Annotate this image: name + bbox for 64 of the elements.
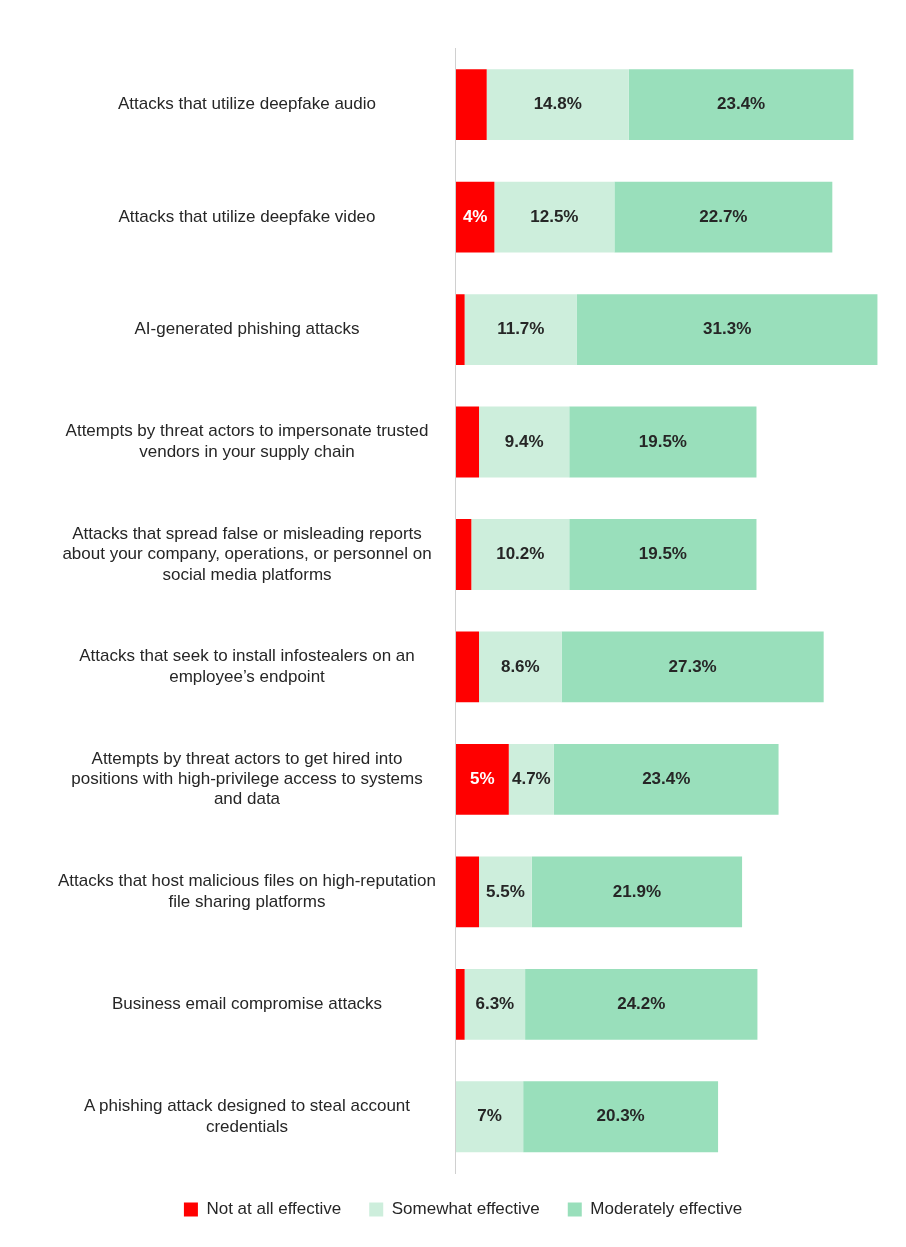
bar — [576, 294, 878, 365]
y-tick-label: Attacks that host malicious files on high-reputation file sharing platforms — [58, 871, 436, 911]
bar — [455, 856, 480, 928]
bar — [494, 181, 615, 253]
bar — [455, 1081, 524, 1153]
bar — [455, 519, 472, 590]
bar — [486, 69, 629, 141]
data-label: 8.6% — [500, 656, 540, 676]
bar — [464, 294, 577, 365]
bar — [455, 294, 465, 365]
bar — [531, 856, 743, 928]
data-label: 24.2% — [617, 994, 666, 1013]
y-tick-label: AI-generated phishing attacks — [134, 319, 360, 339]
bar — [479, 631, 562, 703]
bar — [455, 69, 487, 141]
bar — [479, 406, 570, 478]
bar — [569, 406, 757, 478]
bar — [455, 181, 495, 253]
y-tick-label: Attacks that seek to install infostealers on an employee’s endpoint — [79, 646, 415, 686]
y-tick-label: Attacks that utilize deepfake audio — [117, 94, 376, 114]
data-label: 31.3% — [703, 319, 752, 339]
y-tick-label: Business email compromise attacks — [111, 994, 383, 1013]
data-label: 5.5% — [486, 881, 525, 901]
bar — [455, 968, 465, 1040]
bar — [455, 631, 480, 703]
data-label: 5% — [470, 769, 495, 789]
bar — [508, 743, 554, 815]
data-label: 4.7% — [511, 769, 551, 789]
data-label: 27.3% — [668, 656, 717, 676]
legend-label: Somewhat effective — [391, 1199, 540, 1219]
bar — [525, 968, 758, 1040]
bar — [628, 69, 854, 141]
bar — [471, 519, 570, 590]
bar — [561, 631, 824, 703]
y-tick-label: A phishing attack designed to steal account credentials — [83, 1096, 411, 1136]
data-label: 10.2% — [496, 544, 545, 564]
data-label: 20.3% — [596, 1106, 645, 1126]
bar — [455, 406, 480, 478]
data-label: 19.5% — [638, 544, 687, 564]
bar — [569, 519, 757, 590]
data-label: 12.5% — [530, 206, 579, 226]
y-tick-label: Attacks that spread false or misleading reports about your company, operations, or personnel on social media platforms — [62, 523, 432, 584]
bar — [614, 181, 833, 253]
bar — [464, 968, 526, 1040]
legend-label: Not at all effective — [206, 1199, 342, 1219]
bar — [455, 743, 509, 815]
data-label: 19.5% — [638, 431, 687, 451]
data-label: 6.3% — [475, 994, 515, 1013]
y-tick-label: Attempts by threat actors to impersonate trusted vendors in your supply chain — [65, 421, 429, 461]
bar — [479, 856, 532, 928]
data-label: 23.4% — [717, 94, 766, 114]
data-label: 22.7% — [699, 206, 748, 226]
data-label: 21.9% — [612, 881, 662, 901]
bar — [553, 743, 779, 815]
data-label: 23.4% — [642, 769, 691, 789]
bar — [523, 1081, 719, 1153]
y-tick-label: Attacks that utilize deepfake video — [118, 206, 376, 226]
y-tick-label: Attempts by threat actors to get hired into positions with high-privilege access to systems and data — [71, 748, 423, 809]
data-label: 4% — [462, 206, 488, 226]
data-label: 14.8% — [533, 94, 582, 114]
data-label: 9.4% — [504, 431, 544, 451]
legend-label: Moderately effective — [590, 1199, 743, 1219]
data-label: 11.7% — [497, 319, 545, 339]
data-label: 7% — [477, 1106, 502, 1126]
